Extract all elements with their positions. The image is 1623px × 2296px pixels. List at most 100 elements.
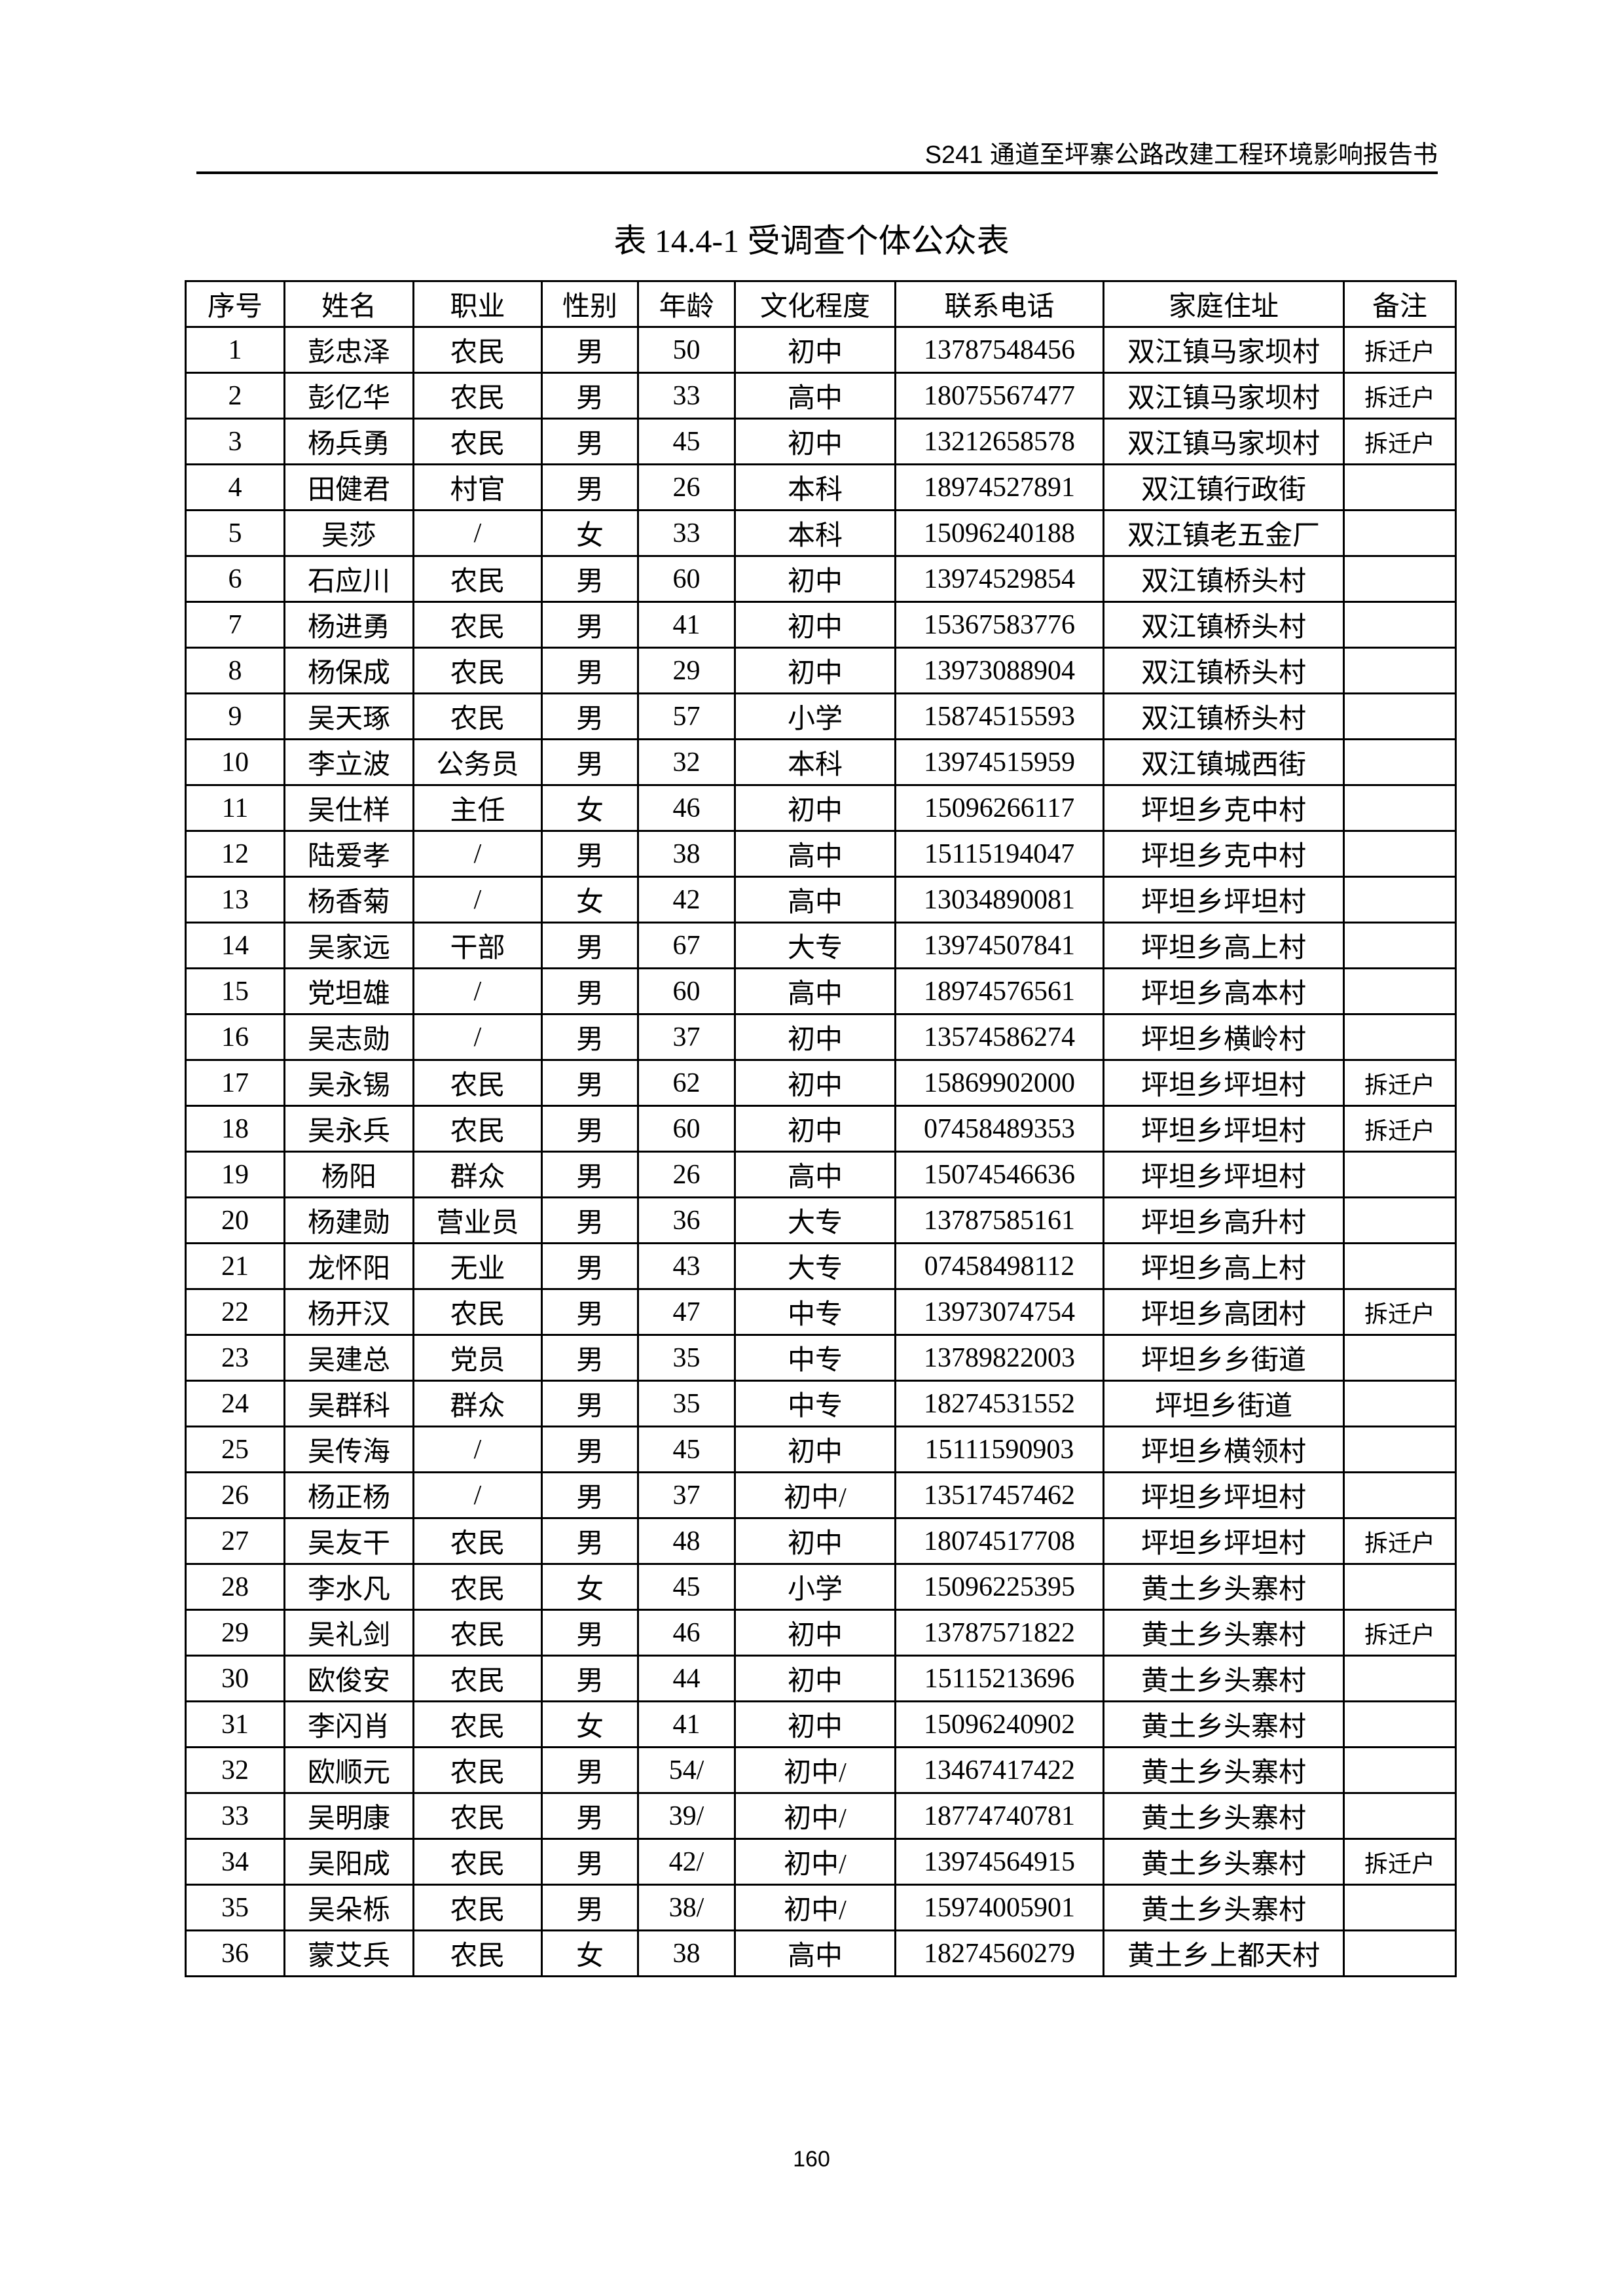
cell-name: 吴阳成 [283, 1838, 414, 1886]
cell-age: 42/ [637, 1838, 736, 1886]
cell-address: 双江镇马家坝村 [1103, 418, 1345, 465]
cell-education: 初中 [734, 1426, 896, 1473]
cell-phone: 13467417422 [894, 1746, 1104, 1794]
cell-education: 高中 [734, 830, 896, 878]
cell-phone: 15974005901 [894, 1884, 1104, 1931]
cell-name: 党坦雄 [283, 967, 414, 1015]
cell-name: 陆爱孝 [283, 830, 414, 878]
cell-occupation: / [412, 1426, 543, 1473]
cell-education: 初中 [734, 1655, 896, 1702]
cell-index: 9 [185, 692, 285, 740]
table-row: 21 龙怀阳 无业男 43 大专 07458498112 坪坦乡高上村 [185, 1242, 1457, 1290]
table-row: 32 欧顺元 农民男 54/初中/13467417422 黄土乡头寨村 [185, 1746, 1457, 1794]
cell-note: 拆迁户 [1343, 372, 1457, 420]
cell-age: 62 [637, 1059, 736, 1107]
cell-note: 拆迁户 [1343, 1838, 1457, 1886]
cell-address: 坪坦乡横岭村 [1103, 1013, 1345, 1061]
cell-education: 初中 [734, 418, 896, 465]
cell-phone: 13973088904 [894, 647, 1104, 694]
cell-index: 14 [185, 922, 285, 969]
cell-occupation: 农民 [412, 1288, 543, 1336]
cell-note: 拆迁户 [1343, 326, 1457, 374]
cell-note [1343, 830, 1457, 878]
cell-education: 初中 [734, 1700, 896, 1748]
cell-gender: 男 [541, 1151, 639, 1198]
cell-education: 初中 [734, 1059, 896, 1107]
cell-index: 4 [185, 463, 285, 511]
cell-address: 双江镇桥头村 [1103, 647, 1345, 694]
cell-address: 坪坦乡乡街道 [1103, 1334, 1345, 1382]
cell-name: 吴天琢 [283, 692, 414, 740]
table-row: 12 陆爱孝 / 男 38 高中 15115194047 坪坦乡克中村 [185, 830, 1457, 878]
cell-age: 26 [637, 463, 736, 511]
cell-index: 19 [185, 1151, 285, 1198]
cell-name: 吴群科 [283, 1380, 414, 1427]
cell-phone: 13974529854 [894, 555, 1104, 603]
cell-age: 36 [637, 1196, 736, 1244]
cell-note [1343, 647, 1457, 694]
cell-occupation: 农民 [412, 555, 543, 603]
cell-phone: 13517457462 [894, 1471, 1104, 1519]
cell-name: 吴仕样 [283, 784, 414, 832]
cell-phone: 18074517708 [894, 1517, 1104, 1565]
cell-index: 34 [185, 1838, 285, 1886]
cell-gender: 男 [541, 1609, 639, 1657]
cell-age: 39/ [637, 1792, 736, 1840]
cell-occupation: 农民 [412, 1609, 543, 1657]
cell-name: 杨建勋 [283, 1196, 414, 1244]
cell-education: 中专 [734, 1334, 896, 1382]
cell-phone: 15115213696 [894, 1655, 1104, 1702]
cell-phone: 15096240188 [894, 509, 1104, 557]
cell-index: 20 [185, 1196, 285, 1244]
cell-age: 26 [637, 1151, 736, 1198]
table-row: 13 杨香菊 / 女 42 高中 13034890081 坪坦乡坪坦村 [185, 876, 1457, 924]
cell-occupation: 主任 [412, 784, 543, 832]
cell-education: 初中 [734, 1609, 896, 1657]
cell-address: 双江镇老五金厂 [1103, 509, 1345, 557]
cell-gender: 男 [541, 967, 639, 1015]
cell-note [1343, 1380, 1457, 1427]
cell-occupation: 农民 [412, 372, 543, 420]
cell-gender: 女 [541, 1929, 639, 1977]
cell-phone: 13034890081 [894, 876, 1104, 924]
table-row: 7 杨进勇 农民男 41 初中 15367583776 双江镇桥头村 [185, 601, 1457, 649]
cell-age: 42 [637, 876, 736, 924]
cell-phone: 18274560279 [894, 1929, 1104, 1977]
cell-name: 杨阳 [283, 1151, 414, 1198]
cell-phone: 15367583776 [894, 601, 1104, 649]
table-row: 20 杨建勋 营业员男 36 大专 13787585161 坪坦乡高升村 [185, 1196, 1457, 1244]
cell-occupation: 营业员 [412, 1196, 543, 1244]
cell-occupation: 群众 [412, 1151, 543, 1198]
cell-age: 33 [637, 509, 736, 557]
table-row: 19 杨阳 群众男 26 高中 15074546636 坪坦乡坪坦村 [185, 1151, 1457, 1198]
table-row: 33 吴明康 农民男 39/初中/18774740781 黄土乡头寨村 [185, 1792, 1457, 1840]
cell-index: 18 [185, 1105, 285, 1153]
cell-name: 吴建总 [283, 1334, 414, 1382]
cell-age: 60 [637, 1105, 736, 1153]
table-row: 31 李闪肖 农民女 41 初中 15096240902 黄土乡头寨村 [185, 1700, 1457, 1748]
cell-name: 吴志勋 [283, 1013, 414, 1061]
cell-phone: 13974507841 [894, 922, 1104, 969]
cell-phone: 13974564915 [894, 1838, 1104, 1886]
cell-address: 坪坦乡街道 [1103, 1380, 1345, 1427]
cell-occupation: 农民 [412, 1884, 543, 1931]
cell-gender: 男 [541, 1884, 639, 1931]
cell-age: 35 [637, 1334, 736, 1382]
cell-note: 拆迁户 [1343, 1288, 1457, 1336]
cell-index: 17 [185, 1059, 285, 1107]
cell-age: 45 [637, 418, 736, 465]
cell-note [1343, 1746, 1457, 1794]
cell-note [1343, 967, 1457, 1015]
cell-education: 初中/ [734, 1884, 896, 1931]
header-divider [196, 171, 1438, 174]
cell-phone: 15874515593 [894, 692, 1104, 740]
cell-name: 杨正杨 [283, 1471, 414, 1519]
cell-phone: 13212658578 [894, 418, 1104, 465]
cell-index: 36 [185, 1929, 285, 1977]
cell-name: 吴明康 [283, 1792, 414, 1840]
cell-note [1343, 692, 1457, 740]
cell-phone: 07458498112 [894, 1242, 1104, 1290]
cell-index: 2 [185, 372, 285, 420]
cell-address: 黄土乡头寨村 [1103, 1792, 1345, 1840]
cell-index: 8 [185, 647, 285, 694]
